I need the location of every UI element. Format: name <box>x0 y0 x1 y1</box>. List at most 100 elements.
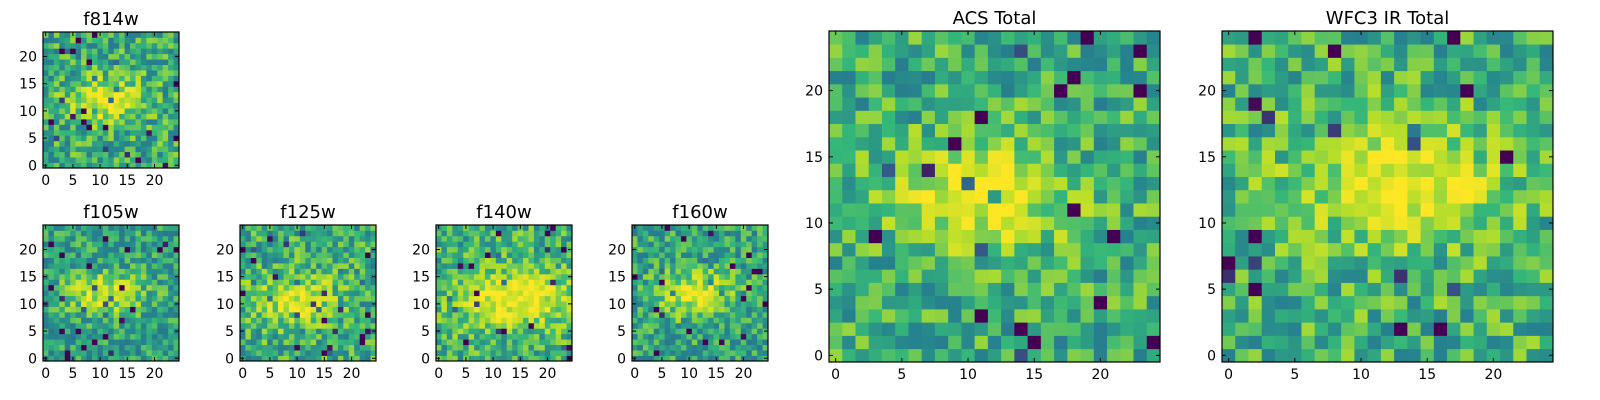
heatmap-cell <box>1526 83 1541 98</box>
heatmap-cell <box>1433 216 1448 230</box>
heatmap-cell <box>256 268 263 275</box>
heatmap-cell <box>267 344 273 351</box>
heatmap-cell <box>855 83 870 98</box>
heatmap-cell <box>1027 256 1042 270</box>
heatmap-cell <box>1301 282 1316 297</box>
heatmap-cell <box>1120 83 1134 98</box>
heatmap-cell <box>921 322 936 336</box>
heatmap-cell <box>648 328 655 335</box>
heatmap-cell <box>245 355 252 362</box>
heatmap-cell <box>670 350 676 356</box>
heatmap-cell <box>97 333 104 340</box>
heatmap-cell <box>1235 136 1249 151</box>
heatmap-cell <box>1120 203 1134 217</box>
heatmap-cell <box>168 70 174 76</box>
heatmap-cell <box>130 284 136 291</box>
heatmap-cell <box>48 59 55 65</box>
heatmap-cell <box>70 42 76 49</box>
heatmap-cell <box>365 246 371 253</box>
heatmap-cell <box>921 309 936 323</box>
heatmap-cell <box>1526 176 1541 191</box>
heatmap-cell <box>168 246 174 253</box>
heatmap-cell <box>1380 322 1395 336</box>
x-tick-label: 15 <box>1418 367 1436 383</box>
heatmap-cell <box>550 312 557 318</box>
heatmap-cell <box>517 273 524 280</box>
heatmap-cell <box>1027 282 1042 297</box>
heatmap-cell <box>1526 57 1541 72</box>
heatmap-cell <box>48 53 55 60</box>
heatmap-cell <box>523 246 529 253</box>
heatmap-cell <box>162 97 169 104</box>
heatmap-cell <box>310 263 317 269</box>
heatmap-cell <box>1460 216 1474 230</box>
heatmap-cell <box>359 268 366 275</box>
heatmap-cell <box>332 312 339 318</box>
heatmap-cell <box>1120 309 1134 323</box>
heatmap-cell <box>91 322 98 329</box>
heatmap-cell <box>555 241 562 248</box>
heatmap-cell <box>283 322 290 329</box>
heatmap-cell <box>490 273 497 280</box>
heatmap-cell <box>130 235 136 242</box>
heatmap-cell <box>653 257 660 264</box>
heatmap-cell <box>490 284 497 291</box>
heatmap-cell <box>566 225 573 231</box>
heatmap-cell <box>1093 31 1108 45</box>
heatmap-cell <box>91 279 98 286</box>
heatmap-cell <box>130 162 136 169</box>
heatmap-cell <box>974 189 989 204</box>
heatmap-cell <box>1301 269 1316 283</box>
heatmap-cell <box>119 151 125 158</box>
x-tick-label: 0 <box>434 366 443 382</box>
heatmap-cell <box>855 97 870 111</box>
heatmap-cell <box>64 162 71 169</box>
heatmap-cell <box>495 295 502 302</box>
heatmap-cell <box>53 306 60 313</box>
x-tick-label: 20 <box>1485 367 1503 383</box>
heatmap-cell <box>288 230 295 237</box>
heatmap-cell <box>1513 136 1527 151</box>
heatmap-cell <box>272 290 279 297</box>
heatmap-cell <box>162 113 169 120</box>
heatmap-cell <box>1222 322 1236 336</box>
heatmap-cell <box>637 252 644 258</box>
heatmap-cell <box>1248 83 1263 98</box>
heatmap-cell <box>1539 110 1554 125</box>
heatmap-cell <box>908 31 923 45</box>
heatmap-cell <box>102 86 109 93</box>
heatmap-cell <box>81 146 87 153</box>
heatmap-cell <box>124 333 131 340</box>
heatmap-cell <box>961 57 975 72</box>
heatmap-cell <box>1288 150 1302 164</box>
heatmap-cell <box>348 273 355 280</box>
heatmap-cell <box>53 124 60 131</box>
heatmap-cell <box>1301 242 1316 257</box>
heatmap-cell <box>506 301 513 307</box>
x-tick-label: 15 <box>511 366 529 382</box>
heatmap-cell <box>501 235 508 242</box>
heatmap-cell <box>1473 163 1488 177</box>
heatmap-cell <box>278 333 284 340</box>
heatmap-cell <box>91 64 98 71</box>
heatmap-cell <box>533 350 540 356</box>
heatmap-cell <box>288 306 295 313</box>
heatmap-cell <box>75 113 82 120</box>
heatmap-cell <box>1146 97 1161 111</box>
heatmap-cell <box>305 333 312 340</box>
heatmap-cell <box>173 268 180 275</box>
heatmap-cell <box>283 306 290 313</box>
heatmap-cell <box>895 136 909 151</box>
heatmap-cell <box>327 301 333 307</box>
heatmap-cell <box>642 230 649 237</box>
heatmap-cell <box>517 257 524 264</box>
heatmap-cell <box>294 328 301 335</box>
heatmap-cell <box>441 333 448 340</box>
heatmap-cell <box>501 312 508 318</box>
heatmap-cell <box>102 317 109 324</box>
heatmap-cell <box>1014 163 1028 177</box>
heatmap-cell <box>59 235 66 242</box>
heatmap-cell <box>332 235 339 242</box>
heatmap-cell <box>81 119 87 125</box>
